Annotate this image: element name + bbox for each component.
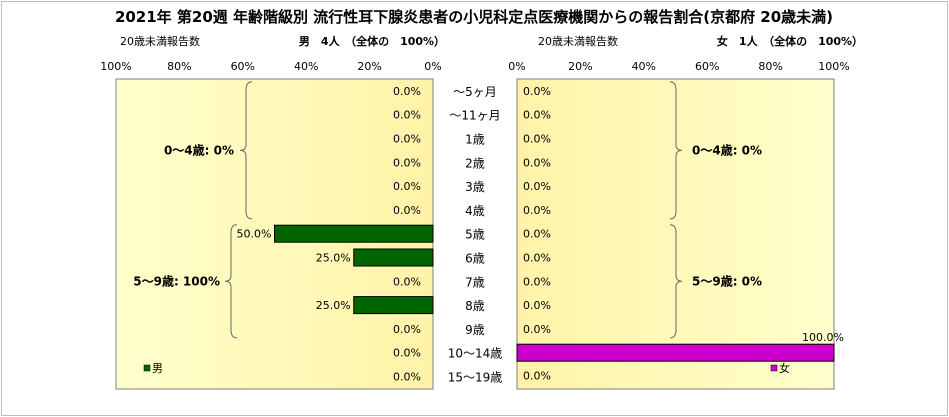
male-tick-label: 60% (231, 60, 255, 73)
category-label: 7歳 (465, 275, 485, 289)
female-legend-label: 女 (779, 361, 790, 375)
female-value-label: 0.0% (523, 275, 551, 288)
male-value-label: 25.0% (316, 252, 351, 265)
male-bar (353, 248, 434, 267)
female-group-label: 5〜9歳: 0% (692, 273, 762, 288)
female-bar (516, 343, 835, 362)
category-label: 15〜19歳 (448, 371, 503, 385)
value-labels: 0.0% 0.0% 0.0% 0.0% 0.0% 0.0% 50.0% 25.0% 0.0% 25… (237, 85, 844, 384)
female-group-label: 0〜4歳: 0% (692, 142, 762, 157)
female-tick-label: 40% (632, 60, 656, 73)
category-labels: 〜5ヶ月〜11ヶ月 1歳 2歳 3歳 4歳 5歳 6歳 7歳 8歳 9歳 10〜14歳 15〜19歳 (448, 85, 503, 385)
male-value-label: 0.0% (393, 204, 421, 217)
male-group-label: 5〜9歳: 100% (133, 273, 220, 288)
male-value-label: 0.0% (393, 323, 421, 336)
category-label: 4歳 (465, 204, 485, 218)
age-group-annotations: 0〜4歳: 0% 5〜9歳: 100% 0〜4歳: 0% 5〜9歳: 0% (133, 81, 762, 339)
female-value-label: 100.0% (802, 331, 844, 344)
male-value-label: 0.0% (393, 371, 421, 384)
category-label: 2歳 (465, 156, 485, 170)
male-value-label: 0.0% (393, 85, 421, 98)
category-label: 〜5ヶ月 (453, 85, 497, 99)
female-group-brace (669, 81, 683, 220)
female-value-label: 0.0% (523, 323, 551, 336)
female-header: 女 1人 （全体の 100%） (717, 34, 863, 48)
male-legend-swatch (143, 364, 151, 372)
category-label: 5歳 (465, 228, 485, 242)
female-section-label: 20歳未満報告数 (538, 35, 618, 48)
category-label: 1歳 (465, 133, 485, 147)
female-tick-label: 100% (818, 60, 849, 73)
male-value-label: 0.0% (393, 109, 421, 122)
male-value-label: 50.0% (237, 228, 272, 241)
male-tick-label: 20% (357, 60, 381, 73)
female-value-label: 0.0% (523, 370, 551, 383)
male-tick-label: 40% (294, 60, 318, 73)
category-label: 3歳 (465, 180, 485, 194)
female-value-label: 0.0% (523, 228, 551, 241)
category-label: 〜11ヶ月 (449, 109, 500, 123)
category-label: 6歳 (465, 252, 485, 266)
bars (274, 224, 835, 362)
female-value-label: 0.0% (523, 109, 551, 122)
category-label: 8歳 (465, 299, 485, 313)
male-value-label: 0.0% (393, 133, 421, 146)
male-group-brace (239, 81, 253, 220)
axis-tick-labels: 100% 80% 60% 40% 20% 0% 0% 20% 40% 60% 80% 100% (100, 60, 849, 73)
female-legend-swatch (770, 364, 778, 372)
female-value-label: 0.0% (523, 133, 551, 146)
male-value-label: 25.0% (316, 299, 351, 312)
female-tick-label: 20% (568, 60, 592, 73)
female-tick-label: 60% (695, 60, 719, 73)
male-tick-label: 80% (167, 60, 191, 73)
female-value-label: 0.0% (523, 299, 551, 312)
male-group-brace (224, 224, 238, 339)
category-label: 10〜14歳 (448, 347, 503, 361)
male-section-label: 20歳未満報告数 (120, 35, 200, 48)
male-bar (274, 224, 434, 243)
male-value-label: 0.0% (393, 180, 421, 193)
male-bar (353, 296, 434, 315)
male-tick-label: 100% (100, 60, 131, 73)
male-value-label: 0.0% (393, 275, 421, 288)
legends: 男女 (143, 361, 790, 375)
category-label: 9歳 (465, 323, 485, 337)
female-value-label: 0.0% (523, 204, 551, 217)
female-value-label: 0.0% (523, 252, 551, 265)
female-value-label: 0.0% (523, 85, 551, 98)
male-group-label: 0〜4歳: 0% (164, 142, 234, 157)
male-legend-label: 男 (152, 362, 163, 375)
male-value-label: 0.0% (393, 156, 421, 169)
female-value-label: 0.0% (523, 156, 551, 169)
chart-title: 2021年 第20週 年齢階級別 流行性耳下腺炎患者の小児科定点医療機関からの報… (115, 8, 833, 26)
male-header: 男 4人 （全体の 100%） (299, 34, 445, 48)
female-tick-label: 0% (508, 60, 525, 73)
female-group-brace (669, 224, 683, 339)
male-value-label: 0.0% (393, 347, 421, 360)
male-tick-label: 0% (424, 60, 441, 73)
female-tick-label: 80% (758, 60, 782, 73)
female-value-label: 0.0% (523, 180, 551, 193)
